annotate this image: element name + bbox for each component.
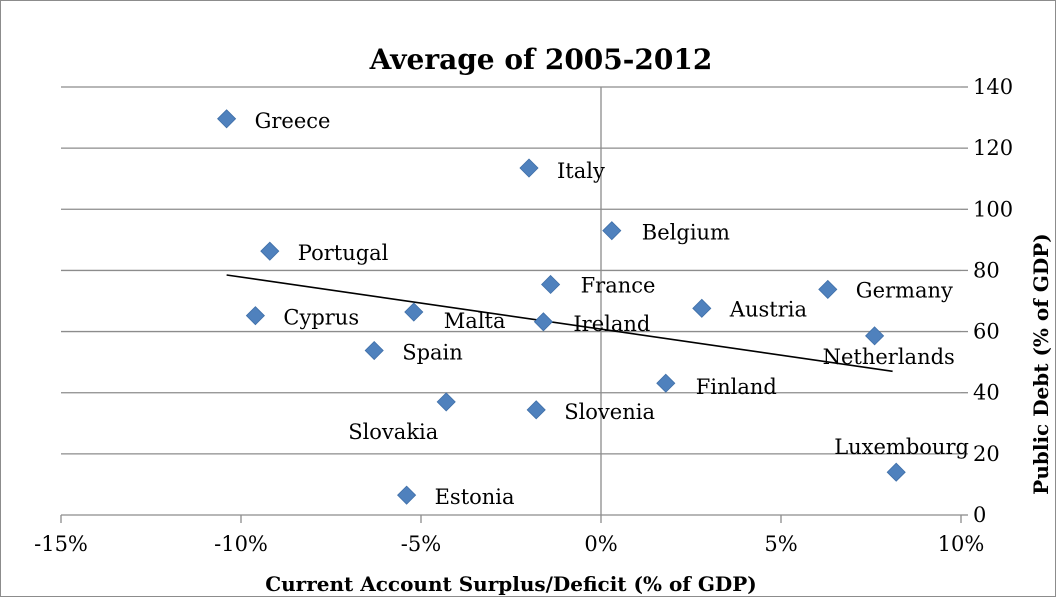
- data-point-slovenia: [526, 400, 546, 420]
- point-label-austria: Austria: [729, 297, 807, 321]
- data-point-france: [541, 274, 561, 295]
- point-labels: Greece Italy Belgium Portugal France Germany A…: [255, 109, 969, 509]
- x-tick-label: -10%: [214, 532, 268, 556]
- point-label-slovakia: Slovakia: [348, 420, 438, 444]
- point-label-netherlands: Netherlands: [823, 345, 955, 369]
- point-label-finland: Finland: [696, 375, 777, 399]
- axes: [60, 86, 968, 523]
- point-label-greece: Greece: [255, 109, 331, 133]
- trendline: [226, 274, 893, 373]
- y-tick-label: 40: [973, 381, 1000, 405]
- point-label-luxembourg: Luxembourg: [834, 435, 969, 459]
- y-tick-label: 120: [973, 136, 1013, 160]
- data-point-belgium: [602, 221, 622, 241]
- data-point-finland: [656, 373, 676, 393]
- data-point-greece: [217, 109, 237, 129]
- y-tick-label: 80: [973, 258, 1000, 282]
- point-label-slovenia: Slovenia: [564, 400, 655, 424]
- x-tick-label: -5%: [401, 532, 441, 556]
- point-label-malta: Malta: [444, 309, 506, 333]
- point-label-belgium: Belgium: [642, 221, 730, 245]
- x-tick-label: -15%: [34, 532, 88, 556]
- trendline-layer: [226, 274, 893, 373]
- data-points: [217, 109, 906, 505]
- y-tick-label: 140: [973, 75, 1013, 99]
- x-tick-label: 0%: [584, 532, 617, 556]
- x-axis-title: Current Account Surplus/Deficit (% of GD…: [265, 572, 757, 596]
- point-label-spain: Spain: [402, 341, 463, 365]
- data-point-estonia: [397, 485, 417, 505]
- point-label-germany: Germany: [856, 278, 953, 302]
- point-label-estonia: Estonia: [435, 485, 515, 509]
- y-axis-title: Public Debt (% of GDP): [1029, 233, 1053, 494]
- data-point-italy: [519, 158, 539, 178]
- point-label-france: France: [581, 273, 656, 297]
- y-tick-label: 0: [973, 503, 986, 527]
- data-point-austria: [692, 298, 712, 318]
- data-point-portugal: [260, 241, 280, 261]
- x-tick-label: 5%: [764, 532, 797, 556]
- y-tick-label: 100: [973, 197, 1013, 221]
- data-point-slovakia: [436, 392, 456, 412]
- point-label-ireland: Ireland: [573, 312, 650, 336]
- y-tick-label: 20: [973, 442, 1000, 466]
- data-point-spain: [364, 340, 384, 361]
- data-point-cyprus: [245, 306, 265, 326]
- point-label-portugal: Portugal: [298, 241, 389, 265]
- gridlines: [61, 86, 961, 455]
- data-point-malta: [404, 302, 424, 322]
- y-tick-label: 60: [973, 320, 1000, 344]
- data-point-luxembourg: [886, 462, 906, 482]
- data-point-netherlands: [865, 326, 885, 346]
- tick-labels: -15% -10% -5% 0% 5% 10% 0 20 40 60 80 100 120 140: [34, 75, 1013, 556]
- data-point-germany: [818, 279, 838, 299]
- point-label-italy: Italy: [557, 159, 605, 183]
- chart-title: Average of 2005-2012: [369, 43, 713, 76]
- point-label-cyprus: Cyprus: [283, 306, 359, 330]
- data-point-ireland: [533, 312, 553, 332]
- x-tick-label: 10%: [938, 532, 985, 556]
